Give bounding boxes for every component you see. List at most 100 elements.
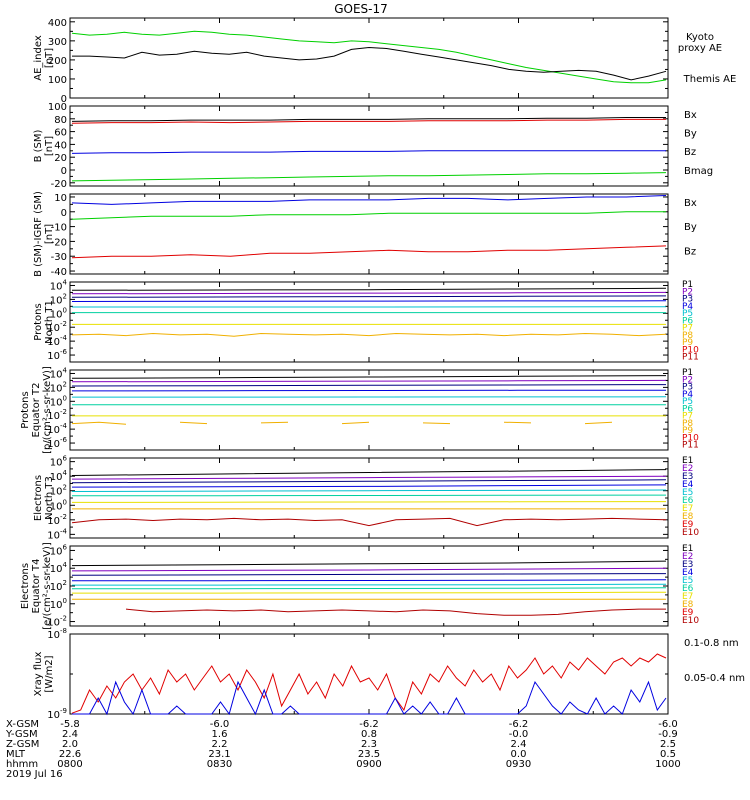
panel-bigrf: 10 0 -10 -20 -30 -40 B (SM)-IGRF (SM) [nT] Bx By B… <box>33 191 697 278</box>
x-axis-value: -5.8 <box>60 719 80 730</box>
legend-label: E2 <box>682 464 693 474</box>
legend-label: E10 <box>682 616 699 626</box>
y-axis-label: [p/(cm²-s-sr-keV)] <box>42 366 53 454</box>
y-axis-label: Equator T4 <box>31 559 42 614</box>
x-axis-value: 0800 <box>57 759 82 770</box>
y-tick-label: 10-2 <box>47 408 67 422</box>
y-axis-label: Protons <box>20 391 31 428</box>
y-axis-label: [e/(cm²-s-sr-keV)] <box>42 542 53 630</box>
x-axis-row-label: X-GSM <box>6 719 39 730</box>
x-axis-value: 2.3 <box>361 739 377 750</box>
legend-label: E5 <box>682 488 693 498</box>
y-tick-label: 10-4 <box>47 334 67 348</box>
legend-label: E6 <box>682 496 694 506</box>
legend-label: Bz <box>684 246 696 257</box>
y-axis-label: North T1 <box>44 300 55 344</box>
legend-label: P3 <box>682 295 693 305</box>
y-tick-label: 60 <box>54 128 67 139</box>
legend-label: E1 <box>682 456 693 466</box>
series-Bz <box>71 118 666 124</box>
legend-label: P6 <box>682 404 693 414</box>
y-tick-label: 102 <box>50 579 67 593</box>
x-axis-row-label: hhmm <box>6 759 38 770</box>
legend-label: E7 <box>682 592 693 602</box>
x-axis-value: 0930 <box>506 759 531 770</box>
x-axis-value: 1.6 <box>212 729 228 740</box>
series-P8 <box>71 332 667 337</box>
x-axis-row-label: Z-GSM <box>6 739 39 750</box>
x-axis-value: -0.0 <box>509 729 529 740</box>
legend-label: E9 <box>682 520 694 530</box>
series-P8 <box>72 422 666 424</box>
legend-label: E1 <box>682 544 693 554</box>
y-tick-label: 200 <box>48 56 67 67</box>
panel-frame <box>69 633 669 715</box>
legend-label: E2 <box>682 552 693 562</box>
series-P2 <box>71 379 667 383</box>
legend-label: E3 <box>682 472 693 482</box>
legend-label: Bmag <box>684 166 713 177</box>
legend-label: P7 <box>682 324 693 334</box>
x-axis-value: 2.2 <box>212 739 228 750</box>
legend-label: P8 <box>682 419 693 429</box>
series-P3 <box>71 384 667 387</box>
legend-label: E10 <box>682 528 699 538</box>
legend-label: P9 <box>682 426 693 436</box>
legend-label: Kyoto <box>686 32 714 43</box>
legend-label: P10 <box>682 433 699 443</box>
legend-label: Bz <box>684 147 696 158</box>
x-axis-value: 1000 <box>655 759 680 770</box>
y-tick-label: 10-6 <box>47 436 67 450</box>
series-0.05-0.4-nm <box>72 680 667 716</box>
y-tick-label: 10-4 <box>47 422 67 436</box>
y-axis-label: Protons <box>33 303 44 340</box>
y-tick-label: -20 <box>51 179 67 190</box>
y-tick-label: 400 <box>48 18 67 29</box>
series-0.1-0.8-nm <box>71 653 667 714</box>
y-tick-label: 10-2 <box>47 513 67 527</box>
x-axis-value: 0.8 <box>361 729 377 740</box>
y-tick-label: 10-4 <box>47 527 67 541</box>
legend-label: Bx <box>684 198 697 209</box>
x-axis-value: 2.4 <box>62 729 78 740</box>
series-Bx <box>71 150 666 154</box>
legend-label: P11 <box>682 441 699 451</box>
series-E7 <box>72 591 667 594</box>
y-tick-label: -10 <box>51 223 67 234</box>
y-tick-label: 40 <box>54 140 67 151</box>
y-tick-label: 102 <box>50 380 67 394</box>
legend-label: Themis AE <box>683 74 737 85</box>
x-axis-value: 0830 <box>207 759 232 770</box>
series-E2 <box>71 475 667 480</box>
y-tick-label: -30 <box>51 252 67 263</box>
y-axis-label: [nT] <box>44 48 55 68</box>
y-tick-label: 106 <box>50 543 68 557</box>
y-tick-label: 104 <box>50 366 68 380</box>
series-P4 <box>71 300 667 302</box>
legend-label: P5 <box>682 397 693 407</box>
y-tick-label: 106 <box>50 455 68 469</box>
y-axis-label: Electrons <box>20 563 31 609</box>
y-tick-label: 100 <box>48 75 67 86</box>
y-tick-label: 0 <box>61 208 67 219</box>
y-axis-label: B (SM)-IGRF (SM) <box>33 191 44 277</box>
series-Bmag <box>71 117 666 122</box>
y-tick-label: 80 <box>54 115 67 126</box>
series-E1 <box>71 560 667 567</box>
y-axis-label: Xray flux <box>33 652 44 697</box>
x-axis-row-label: Y-GSM <box>5 729 38 740</box>
series-P1 <box>71 375 667 379</box>
y-tick-label: 10-2 <box>47 320 67 334</box>
legend-label: E4 <box>682 480 694 490</box>
y-tick-label: 100 <box>50 306 67 320</box>
legend-label: P4 <box>682 390 693 400</box>
y-axis-label: [nT] <box>44 136 55 156</box>
y-axis-label: Equator T2 <box>31 383 42 438</box>
series-E7 <box>71 501 667 503</box>
y-tick-label: 300 <box>48 37 67 48</box>
